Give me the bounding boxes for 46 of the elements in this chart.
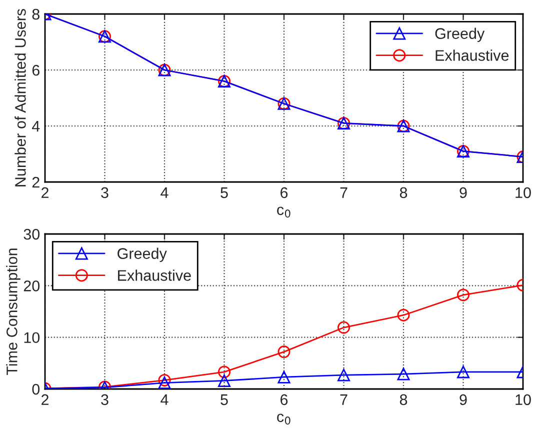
y-tick-label: 4 [32, 121, 40, 132]
y-tick-label: 8 [32, 8, 40, 20]
legend-label: Greedy [118, 248, 167, 262]
x-tick-label: 4 [160, 187, 168, 198]
x-tick-label: 7 [340, 187, 348, 198]
point [338, 368, 350, 382]
y-tick-label: 30 [24, 228, 40, 240]
x-tick-label: 4 [160, 394, 168, 405]
point [158, 376, 171, 389]
legend-label: Greedy [435, 28, 485, 42]
point [397, 368, 410, 380]
x-tick-label: 7 [340, 394, 348, 405]
x-tick-label: 5 [220, 394, 228, 406]
point [158, 374, 171, 386]
point [278, 370, 290, 384]
point [278, 346, 290, 358]
point [397, 308, 410, 322]
x-tick-label: 2 [42, 394, 48, 405]
x-tick-label: 9 [460, 394, 467, 406]
y-tick-label: 0 [32, 384, 40, 395]
x-tick-label: 6 [280, 187, 288, 198]
x-tick-label: 3 [101, 187, 108, 198]
x-tick-label: 8 [400, 187, 408, 198]
y-tick-label: 2 [32, 176, 40, 188]
x-tick-label: 3 [101, 394, 108, 406]
point [457, 288, 470, 302]
x-tick-label: 8 [400, 394, 408, 406]
x-tick-label: 9 [460, 187, 467, 198]
x-tick-label: 5 [220, 187, 228, 198]
legend-label: Exhaustive [118, 270, 191, 281]
point [218, 366, 230, 378]
x-axis-title: c$_{0}$ [277, 414, 290, 425]
x-tick-label: 10 [516, 187, 531, 198]
x-axis-title: c$_{0}$ [277, 206, 290, 218]
y-axis-title: Time Consumption [6, 248, 20, 375]
point [457, 366, 470, 378]
x-tick-label: 6 [280, 394, 288, 406]
point [218, 374, 230, 387]
x-tick-label: 10 [516, 394, 531, 406]
y-tick-label: 6 [32, 64, 40, 76]
y-axis-title: Number of Admitted Users [14, 8, 26, 186]
y-tick-label: 20 [24, 280, 40, 292]
y-tick-label: 10 [24, 332, 40, 344]
x-tick-label: 2 [42, 187, 48, 198]
legend-label: Exhaustive [436, 50, 509, 61]
point [338, 321, 350, 334]
